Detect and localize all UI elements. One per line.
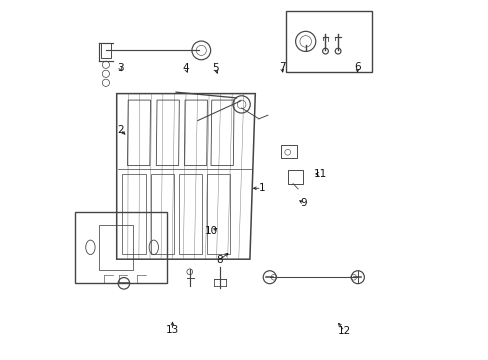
Text: 12: 12 — [337, 326, 350, 336]
Text: 7: 7 — [278, 62, 285, 72]
Text: 5: 5 — [212, 63, 219, 73]
Text: 11: 11 — [313, 169, 326, 179]
Text: 3: 3 — [117, 63, 123, 73]
Text: 4: 4 — [182, 63, 189, 73]
Text: 9: 9 — [300, 198, 306, 208]
Text: 2: 2 — [117, 125, 123, 135]
Text: 1: 1 — [258, 183, 264, 193]
Bar — [285, 11, 371, 72]
Text: 10: 10 — [204, 226, 218, 236]
Text: 13: 13 — [165, 325, 179, 336]
Text: 8: 8 — [216, 255, 222, 265]
Text: 6: 6 — [353, 62, 360, 72]
